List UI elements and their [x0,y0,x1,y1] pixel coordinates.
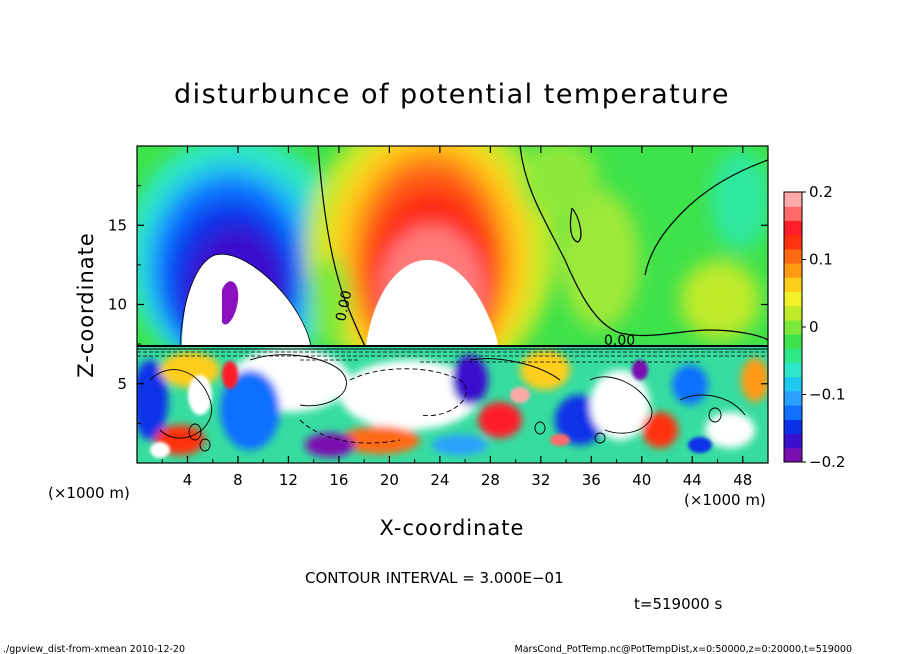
contour-ring-1 [188,423,202,441]
contour-ring-3 [534,421,546,435]
colorbar-swatch-7 [784,348,802,364]
dome-cores [182,254,498,346]
colorbar-swatch-15 [784,234,802,250]
y-tick-label-0: 5 [117,375,127,393]
colorbar-swatch-2 [784,419,802,435]
x-tick-label-3: 16 [329,471,348,489]
zero-contour-middle [519,146,768,341]
colorbar-swatch-8 [784,334,802,349]
x-axis-ticks: 4 8 12 16 20 24 28 32 36 40 44 48 [161,146,752,489]
lower-contour-6 [679,394,746,416]
x-tick-label-10: 44 [683,471,702,489]
colorbar-tick-label-1: 0.1 [809,251,833,269]
colorbar-swatch-18 [784,192,802,207]
x-tick-label-7: 32 [531,471,550,489]
colorbar-swatch-1 [784,433,802,449]
x-tick-label-11: 48 [733,471,752,489]
lower-contour-3 [349,368,467,417]
cold-core-fringe [222,281,239,325]
x-tick-label-8: 36 [582,471,601,489]
colorbar-swatch-5 [784,376,802,392]
contour-ring-5 [708,407,722,423]
colorbar-swatch-11 [784,291,802,307]
colorbar-tick-label-3: −0.1 [809,386,845,404]
colorbar-ticks: 0.2 0.1 0 −0.1 −0.2 [802,183,845,471]
warm-core [366,259,498,346]
x-tick-label-9: 40 [632,471,651,489]
lower-contour-7 [299,419,401,444]
zero-contour-left [317,146,366,347]
contour-label-1: 0.00 [333,289,355,323]
contour-lines [137,146,768,452]
colorbar-swatch-10 [784,305,802,321]
lower-turbulent-layer [137,346,768,463]
lower-contour-2 [249,354,347,407]
x-tick-label-5: 24 [430,471,449,489]
colorbar-swatch-0 [784,447,802,463]
heatmap-field: 0.00 0.00 [137,146,768,463]
y-axis-ticks: 5 10 15 [108,185,768,424]
x-unit-left: (×1000 m) [48,484,130,502]
cold-core [182,254,310,346]
y-tick-label-1: 10 [108,296,127,314]
dense-band [137,351,768,363]
colorbar-swatch-16 [784,220,802,236]
zero-contour-island [569,207,582,243]
zero-contour-right [644,159,768,276]
lower-contour-5 [589,376,653,434]
colorbar-swatch-14 [784,248,802,264]
contour-label-2: 0.00 [604,333,635,349]
y-tick-label-2: 15 [108,216,127,234]
footer-left: ./gpview_dist-from-xmean 2010-12-20 [3,644,185,654]
colorbar [783,191,803,463]
colorbar-swatch-17 [784,206,802,221]
colorbar-swatch-12 [784,277,802,292]
colorbar-swatch-9 [784,319,802,335]
x-tick-label-6: 28 [481,471,500,489]
x-unit-right: (×1000 m) [684,491,766,509]
y-axis-label: Z-coordinate [74,232,98,378]
lower-contour-1 [149,369,212,439]
contour-interval-text: CONTOUR INTERVAL = 3.000E−01 [305,569,564,587]
contour-ring-2 [199,438,211,452]
colorbar-tick-label-0: 0.2 [809,183,833,201]
x-axis-label: X-coordinate [380,516,525,540]
lower-contour-4 [469,358,561,381]
colorbar-swatch-3 [784,405,802,420]
chart-title: disturbunce of potential temperature [174,79,730,110]
x-tick-label-2: 12 [279,471,298,489]
contour-ring-4 [594,432,606,444]
colorbar-swatch-13 [784,263,802,278]
colorbar-tick-label-4: −0.2 [809,453,845,471]
x-tick-label-1: 8 [233,471,243,489]
colorbar-swatch-6 [784,362,802,378]
footer-right: MarsCond_PotTemp.nc@PotTempDist,x=0:5000… [515,644,852,654]
colorbar-tick-label-2: 0 [809,318,819,336]
cold-core-contour [179,253,312,347]
colorbar-swatch-4 [784,390,802,406]
time-text: t=519000 s [634,595,722,613]
x-tick-label-0: 4 [183,471,193,489]
x-tick-label-4: 20 [380,471,399,489]
